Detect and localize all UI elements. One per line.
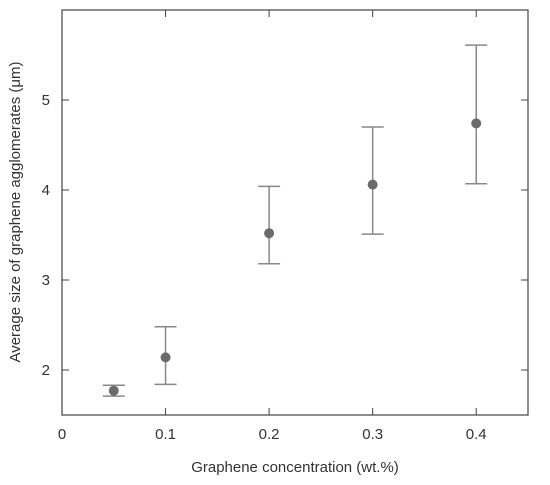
- y-tick-label: 4: [42, 182, 50, 199]
- x-tick-label: 0.3: [362, 426, 383, 443]
- error-bars: [102, 44, 488, 397]
- x-tick-label: 0: [58, 426, 66, 443]
- y-axis-ticks: 2 3 4 5: [42, 92, 528, 379]
- y-tick-label: 2: [42, 362, 50, 379]
- y-tick-label: 5: [42, 92, 50, 109]
- data-point: [160, 352, 171, 363]
- x-tick-label: 0.1: [155, 426, 176, 443]
- x-axis-ticks: 0 0.1 0.2 0.3 0.4: [58, 10, 487, 443]
- x-tick-label: 0.2: [259, 426, 280, 443]
- plot-frame: [61, 9, 529, 416]
- data-point: [367, 179, 378, 190]
- data-points: [108, 118, 482, 396]
- data-point: [471, 118, 482, 129]
- data-point: [108, 385, 119, 396]
- y-axis-label: Average size of graphene agglomerates (μ…: [7, 61, 24, 362]
- x-tick-label: 0.4: [466, 426, 487, 443]
- data-point: [264, 228, 275, 239]
- x-axis-label: Graphene concentration (wt.%): [191, 459, 399, 476]
- y-tick-label: 3: [42, 272, 50, 289]
